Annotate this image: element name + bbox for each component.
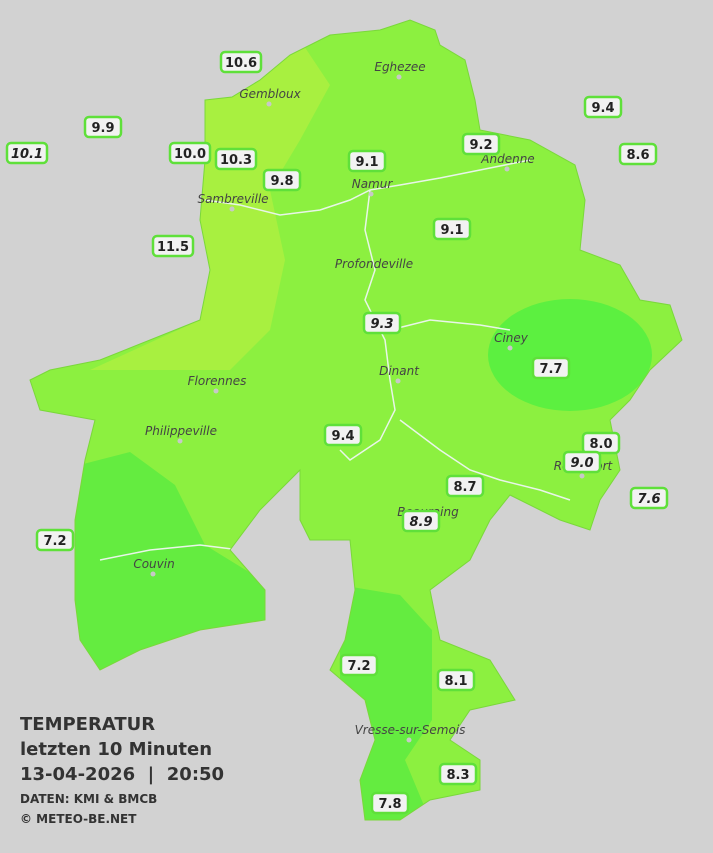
city-dot bbox=[406, 737, 412, 743]
zone-cool bbox=[488, 299, 652, 411]
reading-box bbox=[583, 95, 623, 119]
city-label: Profondeville bbox=[335, 257, 413, 271]
reading-box bbox=[562, 450, 602, 474]
reading-value: 9.8 bbox=[270, 174, 293, 189]
reading-box bbox=[5, 141, 49, 165]
reading-box bbox=[323, 423, 363, 447]
legend-period: letzten 10 Minuten bbox=[20, 739, 212, 760]
reading-box bbox=[461, 132, 501, 156]
reading-value: 9.2 bbox=[469, 138, 492, 153]
city-label: Sambreville bbox=[197, 192, 268, 206]
reading-value: 9.1 bbox=[355, 155, 378, 170]
city-label: Eghezee bbox=[374, 60, 425, 74]
city-label: Gembloux bbox=[239, 87, 301, 101]
reading-box bbox=[262, 168, 302, 192]
reading-value: 9.4 bbox=[331, 429, 354, 444]
city-label: Florennes bbox=[188, 374, 247, 388]
city-label: Andenne bbox=[480, 152, 534, 166]
reading-value: 7.8 bbox=[378, 797, 401, 812]
reading-box bbox=[401, 509, 441, 533]
reading-box bbox=[83, 115, 123, 139]
legend: TEMPERATUR letzten 10 Minuten 13-04-2026… bbox=[20, 714, 224, 826]
reading-value: 7.6 bbox=[637, 492, 660, 507]
legend-copyright: © METEO-BE.NET bbox=[20, 812, 137, 826]
city-dot bbox=[213, 388, 219, 394]
cities: Eghezee Gembloux Andenne Namur Sambreville Pr… bbox=[133, 60, 614, 743]
legend-title: TEMPERATUR bbox=[20, 714, 155, 735]
city-dot bbox=[396, 74, 402, 80]
reading-value: 8.0 bbox=[589, 437, 612, 452]
city-label: Philippeville bbox=[145, 424, 217, 438]
zone-cool bbox=[60, 452, 270, 680]
reading-value: 10.6 bbox=[225, 56, 257, 71]
reading-value: 9.4 bbox=[591, 101, 614, 116]
reading-box bbox=[531, 356, 571, 380]
reading-box bbox=[618, 142, 658, 166]
reading-box bbox=[581, 431, 621, 455]
reading-value: 10.0 bbox=[174, 147, 206, 162]
reading-box bbox=[339, 653, 379, 677]
reading-value: 8.6 bbox=[626, 148, 649, 163]
reading-value: 9.0 bbox=[570, 456, 593, 471]
reading-box bbox=[432, 217, 472, 241]
zone-warm bbox=[90, 40, 330, 370]
reading-box bbox=[438, 762, 478, 786]
reading-box bbox=[347, 149, 387, 173]
city-dot bbox=[266, 101, 272, 107]
reading-value: 7.7 bbox=[539, 362, 562, 377]
reading-value: 11.5 bbox=[157, 240, 189, 255]
reading-box bbox=[445, 474, 485, 498]
city-dot bbox=[177, 438, 183, 444]
province-border bbox=[29, 19, 683, 821]
reading-box bbox=[214, 147, 258, 171]
reading-box bbox=[168, 141, 212, 165]
reading-box bbox=[219, 50, 263, 74]
city-dot bbox=[395, 378, 401, 384]
city-label: Namur bbox=[352, 177, 394, 191]
reading-box bbox=[151, 234, 195, 258]
reading-value: 9.3 bbox=[370, 317, 393, 332]
city-dot bbox=[504, 166, 510, 172]
reading-value: 7.2 bbox=[347, 659, 370, 674]
legend-source: DATEN: KMI & BMCB bbox=[20, 792, 157, 806]
reading-value: 8.1 bbox=[444, 674, 467, 689]
city-dot bbox=[229, 206, 235, 212]
reading-value: 8.3 bbox=[446, 768, 469, 783]
city-dot bbox=[368, 191, 374, 197]
city-label: Couvin bbox=[133, 557, 174, 571]
city-label: Dinant bbox=[379, 364, 420, 378]
legend-datetime: 13-04-2026 | 20:50 bbox=[20, 764, 224, 785]
city-label: Ciney bbox=[494, 331, 529, 345]
city-dot bbox=[150, 571, 156, 577]
city-dot bbox=[579, 473, 585, 479]
reading-box bbox=[35, 528, 75, 552]
reading-box bbox=[436, 668, 476, 692]
reading-value: 10.3 bbox=[220, 153, 252, 168]
reading-box bbox=[370, 791, 410, 815]
reading-value: 8.7 bbox=[453, 480, 476, 495]
reading-value: 8.9 bbox=[409, 515, 432, 530]
reading-value: 9.9 bbox=[91, 121, 114, 136]
city-dot bbox=[507, 345, 513, 351]
reading-value: 7.2 bbox=[43, 534, 66, 549]
reading-box bbox=[629, 486, 669, 510]
city-label: Vresse-sur-Semois bbox=[355, 723, 466, 737]
readings: 10.6 9.9 10.1 10.0 10.3 9.8 9.1 9.2 9.4 8.6 11.5 9.… bbox=[5, 50, 669, 815]
reading-value: 9.1 bbox=[440, 223, 463, 238]
reading-box bbox=[362, 311, 402, 335]
reading-value: 10.1 bbox=[11, 147, 43, 162]
